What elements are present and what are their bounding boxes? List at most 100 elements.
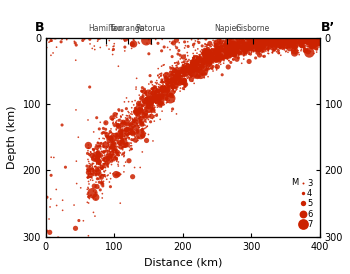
Point	[298, 42, 303, 47]
Point	[293, 46, 299, 51]
Point	[309, 41, 314, 45]
Point	[226, 58, 232, 62]
Point	[299, 36, 304, 40]
Point	[284, 36, 289, 41]
Point	[231, 45, 236, 49]
Point	[105, 173, 111, 177]
Point	[174, 72, 180, 77]
Point	[97, 144, 103, 148]
Point	[272, 36, 278, 40]
Point	[189, 70, 195, 74]
Point	[300, 36, 306, 40]
Point	[169, 41, 174, 45]
Point	[296, 40, 301, 45]
Point	[214, 49, 219, 54]
Point	[190, 66, 195, 71]
Point	[275, 37, 280, 41]
Point	[290, 40, 295, 45]
Point	[214, 49, 219, 54]
Point	[228, 47, 234, 52]
Point	[229, 39, 235, 44]
Point	[181, 79, 186, 84]
Point	[138, 109, 143, 113]
Point	[136, 110, 142, 115]
Point	[109, 151, 114, 155]
Point	[196, 55, 201, 59]
Point	[205, 59, 211, 64]
Point	[305, 36, 311, 40]
Point	[174, 77, 180, 82]
Point	[104, 163, 110, 167]
Point	[238, 39, 244, 44]
Point	[303, 36, 309, 40]
Point	[251, 36, 256, 40]
Point	[186, 66, 191, 70]
Point	[191, 65, 196, 69]
Point	[182, 68, 188, 72]
Point	[128, 130, 133, 134]
Point	[202, 44, 208, 48]
Point	[151, 97, 156, 101]
Point	[105, 150, 110, 155]
Point	[284, 39, 290, 43]
Point	[237, 46, 243, 50]
Point	[205, 42, 211, 47]
Point	[224, 49, 230, 53]
Point	[272, 42, 278, 46]
Point	[177, 77, 183, 81]
Point	[128, 116, 133, 120]
Point	[286, 41, 292, 45]
Point	[177, 76, 182, 81]
Point	[159, 88, 164, 92]
Point	[150, 86, 156, 90]
Point	[259, 36, 264, 40]
Point	[257, 44, 262, 49]
Point	[148, 101, 153, 105]
Point	[215, 54, 221, 58]
Point	[256, 38, 261, 43]
Point	[147, 114, 153, 119]
Point	[174, 78, 179, 83]
Point	[260, 46, 265, 51]
Point	[296, 36, 302, 41]
Point	[219, 43, 225, 47]
Point	[154, 89, 159, 93]
Point	[273, 47, 279, 51]
Point	[301, 36, 307, 40]
Point	[110, 131, 116, 136]
Point	[135, 114, 140, 118]
Point	[176, 78, 182, 83]
Point	[147, 88, 153, 92]
Point	[105, 164, 111, 169]
Point	[170, 73, 175, 78]
Point	[213, 51, 219, 56]
Point	[206, 67, 211, 71]
Point	[238, 37, 243, 42]
Point	[150, 116, 155, 121]
Point	[179, 69, 185, 73]
Point	[307, 42, 313, 47]
Point	[188, 62, 194, 66]
Point	[142, 103, 148, 107]
Point	[313, 36, 318, 40]
Point	[283, 40, 288, 45]
Point	[252, 39, 257, 44]
Point	[202, 58, 208, 62]
Point	[285, 36, 290, 40]
Point	[170, 89, 176, 93]
Point	[311, 36, 316, 40]
Point	[294, 39, 299, 44]
Point	[191, 54, 197, 58]
Point	[293, 45, 298, 50]
Point	[220, 47, 226, 52]
Point	[197, 61, 203, 65]
Point	[251, 48, 256, 53]
Point	[301, 36, 307, 40]
Point	[260, 49, 266, 54]
Point	[301, 36, 307, 40]
Point	[97, 158, 103, 163]
Point	[248, 52, 253, 56]
Point	[254, 38, 260, 43]
Point	[225, 42, 230, 46]
Point	[85, 173, 91, 178]
